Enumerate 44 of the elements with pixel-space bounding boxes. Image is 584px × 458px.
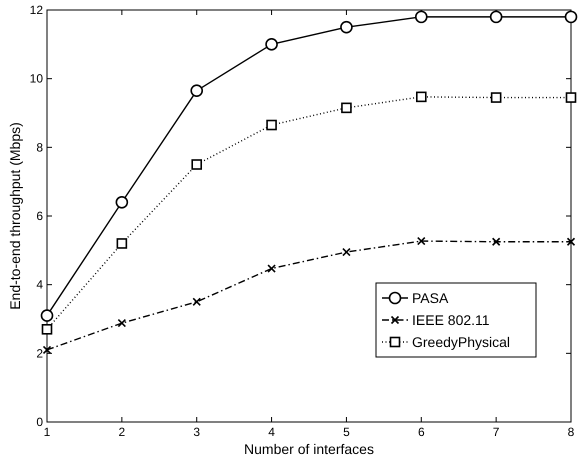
point bbox=[42, 324, 52, 335]
x-tick-label: 3 bbox=[193, 425, 200, 439]
point bbox=[192, 298, 202, 306]
y-tick-label: 0 bbox=[36, 415, 44, 429]
y-tick-label: 8 bbox=[36, 140, 44, 154]
x-tick-label: 4 bbox=[268, 425, 276, 439]
point bbox=[42, 346, 52, 354]
y-tick-label: 10 bbox=[30, 72, 44, 86]
legend-label: GreedyPhysical bbox=[412, 334, 510, 350]
x-axis-title: Number of interfaces bbox=[244, 441, 374, 457]
point bbox=[190, 84, 204, 97]
y-axis-title: End-to-end throughput (Mbps) bbox=[7, 122, 23, 310]
x-tick-label: 6 bbox=[418, 425, 425, 439]
point bbox=[40, 309, 54, 322]
point bbox=[116, 238, 128, 249]
point bbox=[566, 92, 576, 103]
point bbox=[118, 318, 126, 328]
point bbox=[342, 248, 351, 256]
point bbox=[267, 264, 276, 273]
point bbox=[414, 10, 428, 24]
point bbox=[490, 92, 502, 103]
legend-label: PASA bbox=[412, 290, 449, 306]
point bbox=[416, 236, 426, 246]
x-tick-label: 8 bbox=[568, 425, 575, 439]
x-tick-label: 1 bbox=[44, 425, 51, 439]
point bbox=[416, 92, 427, 102]
x-tick-label: 2 bbox=[118, 425, 126, 439]
point bbox=[564, 10, 578, 24]
y-tick-label: 6 bbox=[36, 209, 44, 223]
y-tick-label: 4 bbox=[36, 278, 44, 292]
point bbox=[191, 159, 202, 170]
x-tick-label: 5 bbox=[343, 425, 350, 439]
point bbox=[341, 102, 352, 114]
point bbox=[116, 196, 128, 209]
point bbox=[266, 120, 277, 130]
point bbox=[340, 20, 353, 34]
x-tick-label: 7 bbox=[492, 425, 500, 439]
y-tick-label: 12 bbox=[30, 3, 44, 17]
point bbox=[265, 38, 278, 51]
y-tick-label: 2 bbox=[36, 346, 44, 360]
point bbox=[566, 237, 576, 246]
point bbox=[492, 237, 500, 246]
point bbox=[490, 10, 502, 24]
legend-label: IEEE 802.11 bbox=[412, 312, 490, 328]
